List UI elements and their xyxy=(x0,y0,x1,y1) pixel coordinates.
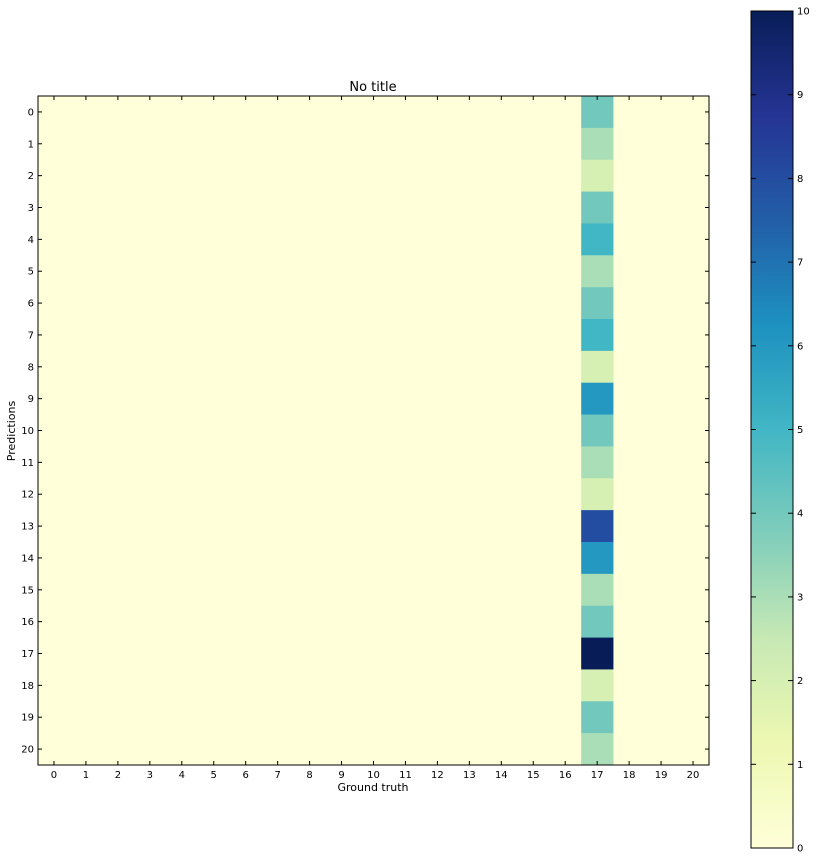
y-tick-label: 10 xyxy=(21,426,34,437)
y-tick-label: 13 xyxy=(21,522,34,533)
heatmap-cell-3-17 xyxy=(581,191,614,224)
y-tick-label: 11 xyxy=(21,458,34,469)
heatmap-cell-4-17 xyxy=(581,223,614,256)
colorbar-tick-label: 10 xyxy=(797,7,810,18)
heatmap-cell-18-17 xyxy=(581,669,614,702)
heatmap-cell-6-17 xyxy=(581,287,614,320)
colorbar-tick-label: 0 xyxy=(797,844,803,855)
y-tick-label: 1 xyxy=(28,139,34,150)
heatmap-cell-14-17 xyxy=(581,542,614,575)
y-tick-label: 16 xyxy=(21,617,34,628)
heatmap-cell-13-17 xyxy=(581,510,614,543)
heatmap-cell-2-17 xyxy=(581,159,614,192)
y-tick-label: 6 xyxy=(28,299,34,310)
heatmap-cell-8-17 xyxy=(581,350,614,384)
x-tick-label: 14 xyxy=(495,770,508,781)
x-tick-label: 0 xyxy=(51,770,57,781)
heatmap-cell-11-17 xyxy=(581,446,614,479)
x-tick-label: 17 xyxy=(591,770,604,781)
y-tick-label: 4 xyxy=(28,235,34,246)
heatmap-cell-12-17 xyxy=(581,478,614,511)
x-tick-label: 1 xyxy=(83,770,89,781)
x-tick-label: 15 xyxy=(527,770,540,781)
y-tick-label: 9 xyxy=(28,394,34,405)
heatmap-cell-20-17 xyxy=(581,733,614,766)
y-axis-label: Predictions xyxy=(5,401,18,462)
x-tick-label: 13 xyxy=(463,770,476,781)
y-tick-label: 14 xyxy=(21,553,34,564)
heatmap-cell-19-17 xyxy=(581,701,614,734)
colorbar xyxy=(750,10,794,849)
colorbar-ticks: 0 1 2 3 4 5 6 7 8 9 10 xyxy=(751,7,810,855)
x-tick-label: 18 xyxy=(623,770,636,781)
x-tick-label: 5 xyxy=(211,770,217,781)
heatmap-cell-0-17 xyxy=(581,96,614,129)
colorbar-tick-label: 8 xyxy=(797,174,803,185)
x-tick-label: 2 xyxy=(115,770,121,781)
heatmap-cell-1-17 xyxy=(581,127,614,161)
y-tick-label: 18 xyxy=(21,681,34,692)
x-tick-label: 4 xyxy=(179,770,185,781)
heatmap-cell-7-17 xyxy=(581,319,614,352)
y-tick-label: 20 xyxy=(21,745,34,756)
y-tick-label: 2 xyxy=(28,171,34,182)
x-tick-label: 3 xyxy=(147,770,153,781)
heatmap-cell-15-17 xyxy=(581,573,614,607)
x-tick-label: 9 xyxy=(338,770,344,781)
heatmap-cell-5-17 xyxy=(581,255,614,288)
x-tick-label: 10 xyxy=(367,770,380,781)
x-axis-label: Ground truth xyxy=(337,781,408,794)
y-tick-label: 19 xyxy=(21,713,34,724)
x-tick-label: 6 xyxy=(243,770,249,781)
y-tick-label: 17 xyxy=(21,649,34,660)
x-tick-label: 20 xyxy=(687,770,700,781)
colorbar-tick-label: 6 xyxy=(797,341,803,352)
heatmap-cell-17-17 xyxy=(581,637,614,670)
colorbar-tick-label: 4 xyxy=(797,509,803,520)
x-tick-label: 8 xyxy=(306,770,312,781)
x-tick-label: 7 xyxy=(274,770,280,781)
heatmap-cell-16-17 xyxy=(581,605,614,638)
chart-title: No title xyxy=(349,80,396,95)
colorbar-tick-label: 7 xyxy=(797,258,803,269)
colorbar-tick-label: 5 xyxy=(797,425,803,436)
x-axis-ticks: 0 1 2 3 4 5 6 7 8 9 10 11 12 13 14 15 16 17 18 19 20 xyxy=(51,96,700,781)
colorbar-tick-label: 1 xyxy=(797,760,803,771)
y-tick-label: 5 xyxy=(28,267,34,278)
x-tick-label: 12 xyxy=(431,770,444,781)
y-tick-label: 3 xyxy=(28,203,34,214)
x-tick-label: 16 xyxy=(559,770,572,781)
y-tick-label: 12 xyxy=(21,490,34,501)
y-tick-label: 15 xyxy=(21,585,34,596)
y-tick-label: 8 xyxy=(28,362,34,373)
y-tick-label: 0 xyxy=(28,107,34,118)
colorbar-tick-label: 2 xyxy=(797,676,803,687)
y-tick-label: 7 xyxy=(28,330,34,341)
heatmap-cell-9-17 xyxy=(581,382,614,415)
x-tick-label: 11 xyxy=(399,770,412,781)
x-tick-label: 19 xyxy=(655,770,668,781)
colorbar-tick-label: 9 xyxy=(797,90,803,101)
colorbar-tick-label: 3 xyxy=(797,592,803,603)
heatmap-cells xyxy=(38,96,709,766)
heatmap-cell-10-17 xyxy=(581,414,614,447)
